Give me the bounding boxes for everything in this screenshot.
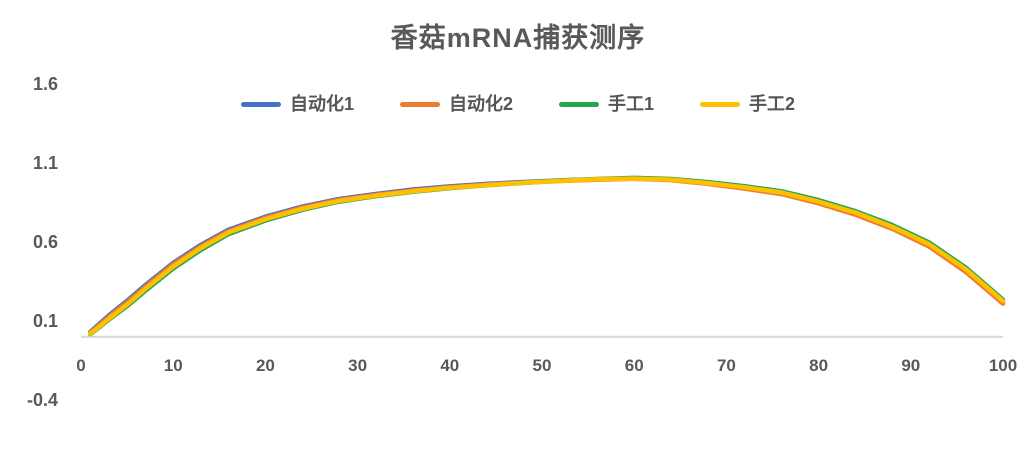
series-line-3	[87, 175, 1006, 337]
x-tick-label: 60	[625, 356, 644, 375]
x-tick-label: 50	[533, 356, 552, 375]
legend-swatch-icon	[399, 101, 440, 107]
chart-title: 香菇mRNA捕获测序	[390, 23, 646, 53]
y-tick-label: 0.1	[33, 311, 58, 331]
y-tick-label: 1.1	[33, 153, 58, 173]
series-line-1	[87, 176, 1006, 335]
y-tick-label: 1.6	[33, 74, 58, 94]
x-tick-label: 20	[256, 356, 275, 375]
x-tick-label: 70	[717, 356, 736, 375]
legend-item-2: 自动化2	[399, 94, 513, 114]
series-line-4	[87, 176, 1006, 336]
legend-swatch-icon	[240, 101, 281, 107]
series-line-2	[87, 176, 1006, 336]
y-tick-label: -0.4	[27, 390, 58, 410]
x-tick-label: 100	[989, 356, 1017, 375]
legend-item-1: 自动化1	[240, 94, 354, 114]
x-tick-label: 40	[440, 356, 459, 375]
legend-label: 自动化1	[289, 94, 354, 114]
x-tick-label: 90	[901, 356, 920, 375]
legend-item-3: 手工1	[559, 95, 654, 113]
y-tick-label: 0.6	[33, 232, 58, 252]
x-tick-label: 0	[76, 356, 85, 375]
legend-label: 自动化2	[448, 94, 513, 114]
legend-swatch-icon	[700, 101, 741, 107]
legend-label: 手工1	[608, 94, 655, 114]
x-tick-label: 10	[164, 356, 183, 375]
legend-swatch-icon	[559, 101, 599, 107]
x-tick-label: 30	[348, 356, 367, 375]
chart-legend: 自动化1 自动化2 手工1 手工2	[0, 95, 1036, 113]
legend-label: 手工2	[749, 94, 796, 114]
legend-item-4: 手工2	[700, 95, 795, 113]
x-tick-label: 80	[809, 356, 828, 375]
